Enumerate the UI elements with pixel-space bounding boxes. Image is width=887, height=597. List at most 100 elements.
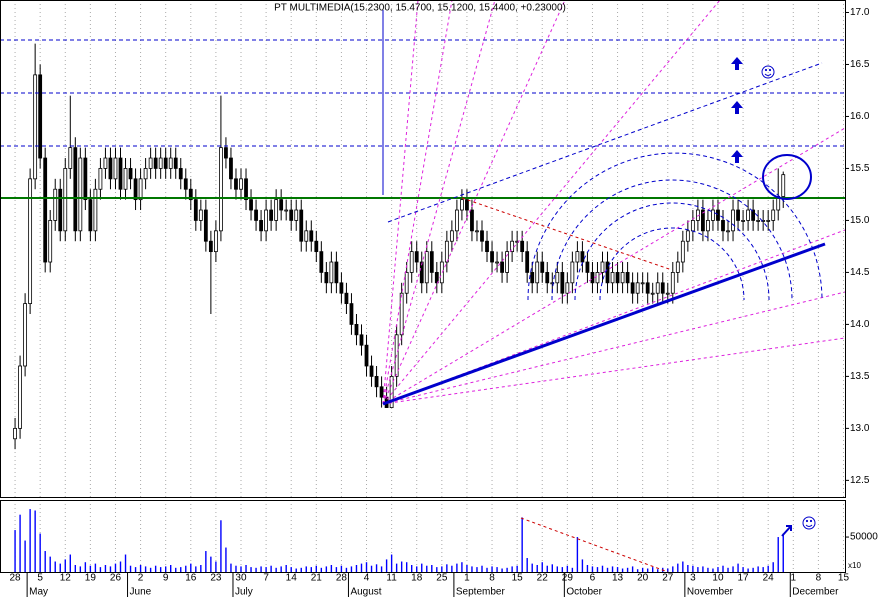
candle-body [655, 282, 660, 294]
annotations [0, 0, 846, 573]
candle-body [143, 168, 148, 180]
price-panel-frame [0, 0, 846, 498]
candle-body [650, 292, 655, 295]
candle-body [505, 251, 510, 273]
candle-body [269, 209, 274, 221]
candle-body [98, 168, 103, 190]
up-arrows [731, 57, 743, 163]
candle-body [128, 168, 133, 180]
candle-body [741, 220, 745, 222]
candle-body [480, 230, 484, 242]
trend-line [382, 242, 826, 406]
candle-body [565, 282, 570, 294]
x-tick-label: 28 [9, 573, 21, 584]
candle-body [756, 220, 761, 222]
candle-body [670, 272, 675, 294]
marks [13, 43, 786, 572]
x-tick-label: 11 [386, 573, 397, 584]
candle-body [535, 261, 540, 284]
candle-body [289, 209, 294, 221]
smiley [761, 65, 775, 79]
month-label: September [456, 587, 506, 597]
candle-body [369, 365, 374, 377]
candle-body [550, 282, 555, 285]
candle-body [449, 230, 454, 242]
x-tick-label: 9 [163, 573, 169, 584]
candle-body [78, 157, 83, 232]
x-tick-label: 16 [185, 573, 197, 584]
x-tick-label: 17 [738, 573, 750, 584]
volume-panel-frame [0, 500, 846, 573]
candle-body [470, 209, 474, 232]
down-trend-line [461, 197, 673, 271]
candle-body [630, 282, 635, 294]
candle-body [751, 209, 756, 221]
candle-body [580, 251, 585, 263]
candle-body [781, 174, 786, 197]
highlight-circle [762, 154, 812, 200]
candle-body [364, 344, 369, 367]
candle-body [701, 209, 705, 232]
x-tick-label: 18 [411, 573, 423, 584]
candle-body [389, 375, 394, 408]
candle-body [454, 209, 459, 232]
candle-body [148, 157, 153, 169]
candle-body [465, 199, 469, 211]
x-tick-label: 12 [60, 573, 72, 584]
candle-body [640, 282, 645, 285]
candle-body [178, 168, 183, 180]
candle-body [73, 147, 78, 232]
candle-body [249, 199, 253, 211]
candle-body [354, 324, 359, 336]
y-tick-label: 15.5 [850, 163, 870, 174]
candle-body [490, 251, 494, 263]
candle-body [113, 157, 118, 180]
y-tick-label: 16.0 [850, 111, 870, 122]
candle-body [43, 157, 48, 263]
candle-body [299, 209, 304, 242]
candle-body [329, 261, 334, 284]
candle-body [716, 209, 720, 221]
month-label: May [29, 587, 48, 597]
candle-body [133, 178, 138, 201]
candle-body [444, 240, 449, 263]
candle-body [766, 220, 771, 222]
volume-tick-label: 50000 [850, 532, 878, 543]
x-tick-label: 8 [489, 573, 495, 584]
candle-body [424, 251, 429, 284]
candle-body [118, 157, 123, 190]
x-tick-label: 4 [364, 573, 370, 584]
x-tick-label: 10 [712, 573, 724, 584]
candle-body [319, 251, 324, 273]
candle-body [610, 272, 615, 284]
candle-body [239, 178, 243, 190]
candle-body [530, 272, 535, 284]
candle-body [259, 220, 263, 232]
candle-body [274, 199, 279, 221]
candle-body [495, 261, 499, 264]
candle-body [485, 240, 489, 253]
candle-body [555, 272, 560, 284]
x-tick-label: 21 [311, 573, 323, 584]
candle-body [103, 157, 108, 169]
x-tick-label: 15 [512, 573, 524, 584]
candle-body [279, 199, 284, 211]
candle-body [339, 282, 344, 294]
candle-body [33, 74, 38, 180]
candle-body [23, 303, 28, 367]
smiley [802, 516, 816, 530]
candle-body [63, 168, 68, 232]
x-tick-label: 13 [612, 573, 624, 584]
x-tick-label: 8 [816, 573, 822, 584]
candle-body [359, 334, 364, 346]
x-tick-label: 29 [562, 573, 574, 584]
y-tick-label: 15.0 [850, 215, 870, 226]
candle-body [58, 188, 63, 232]
candle-body [746, 209, 750, 221]
candle-body [229, 157, 233, 180]
x-tick-label: 25 [436, 573, 448, 584]
candle-body [726, 230, 730, 233]
x-tick-label: 22 [537, 573, 549, 584]
candle-body [475, 230, 479, 233]
candle-body [721, 220, 725, 232]
